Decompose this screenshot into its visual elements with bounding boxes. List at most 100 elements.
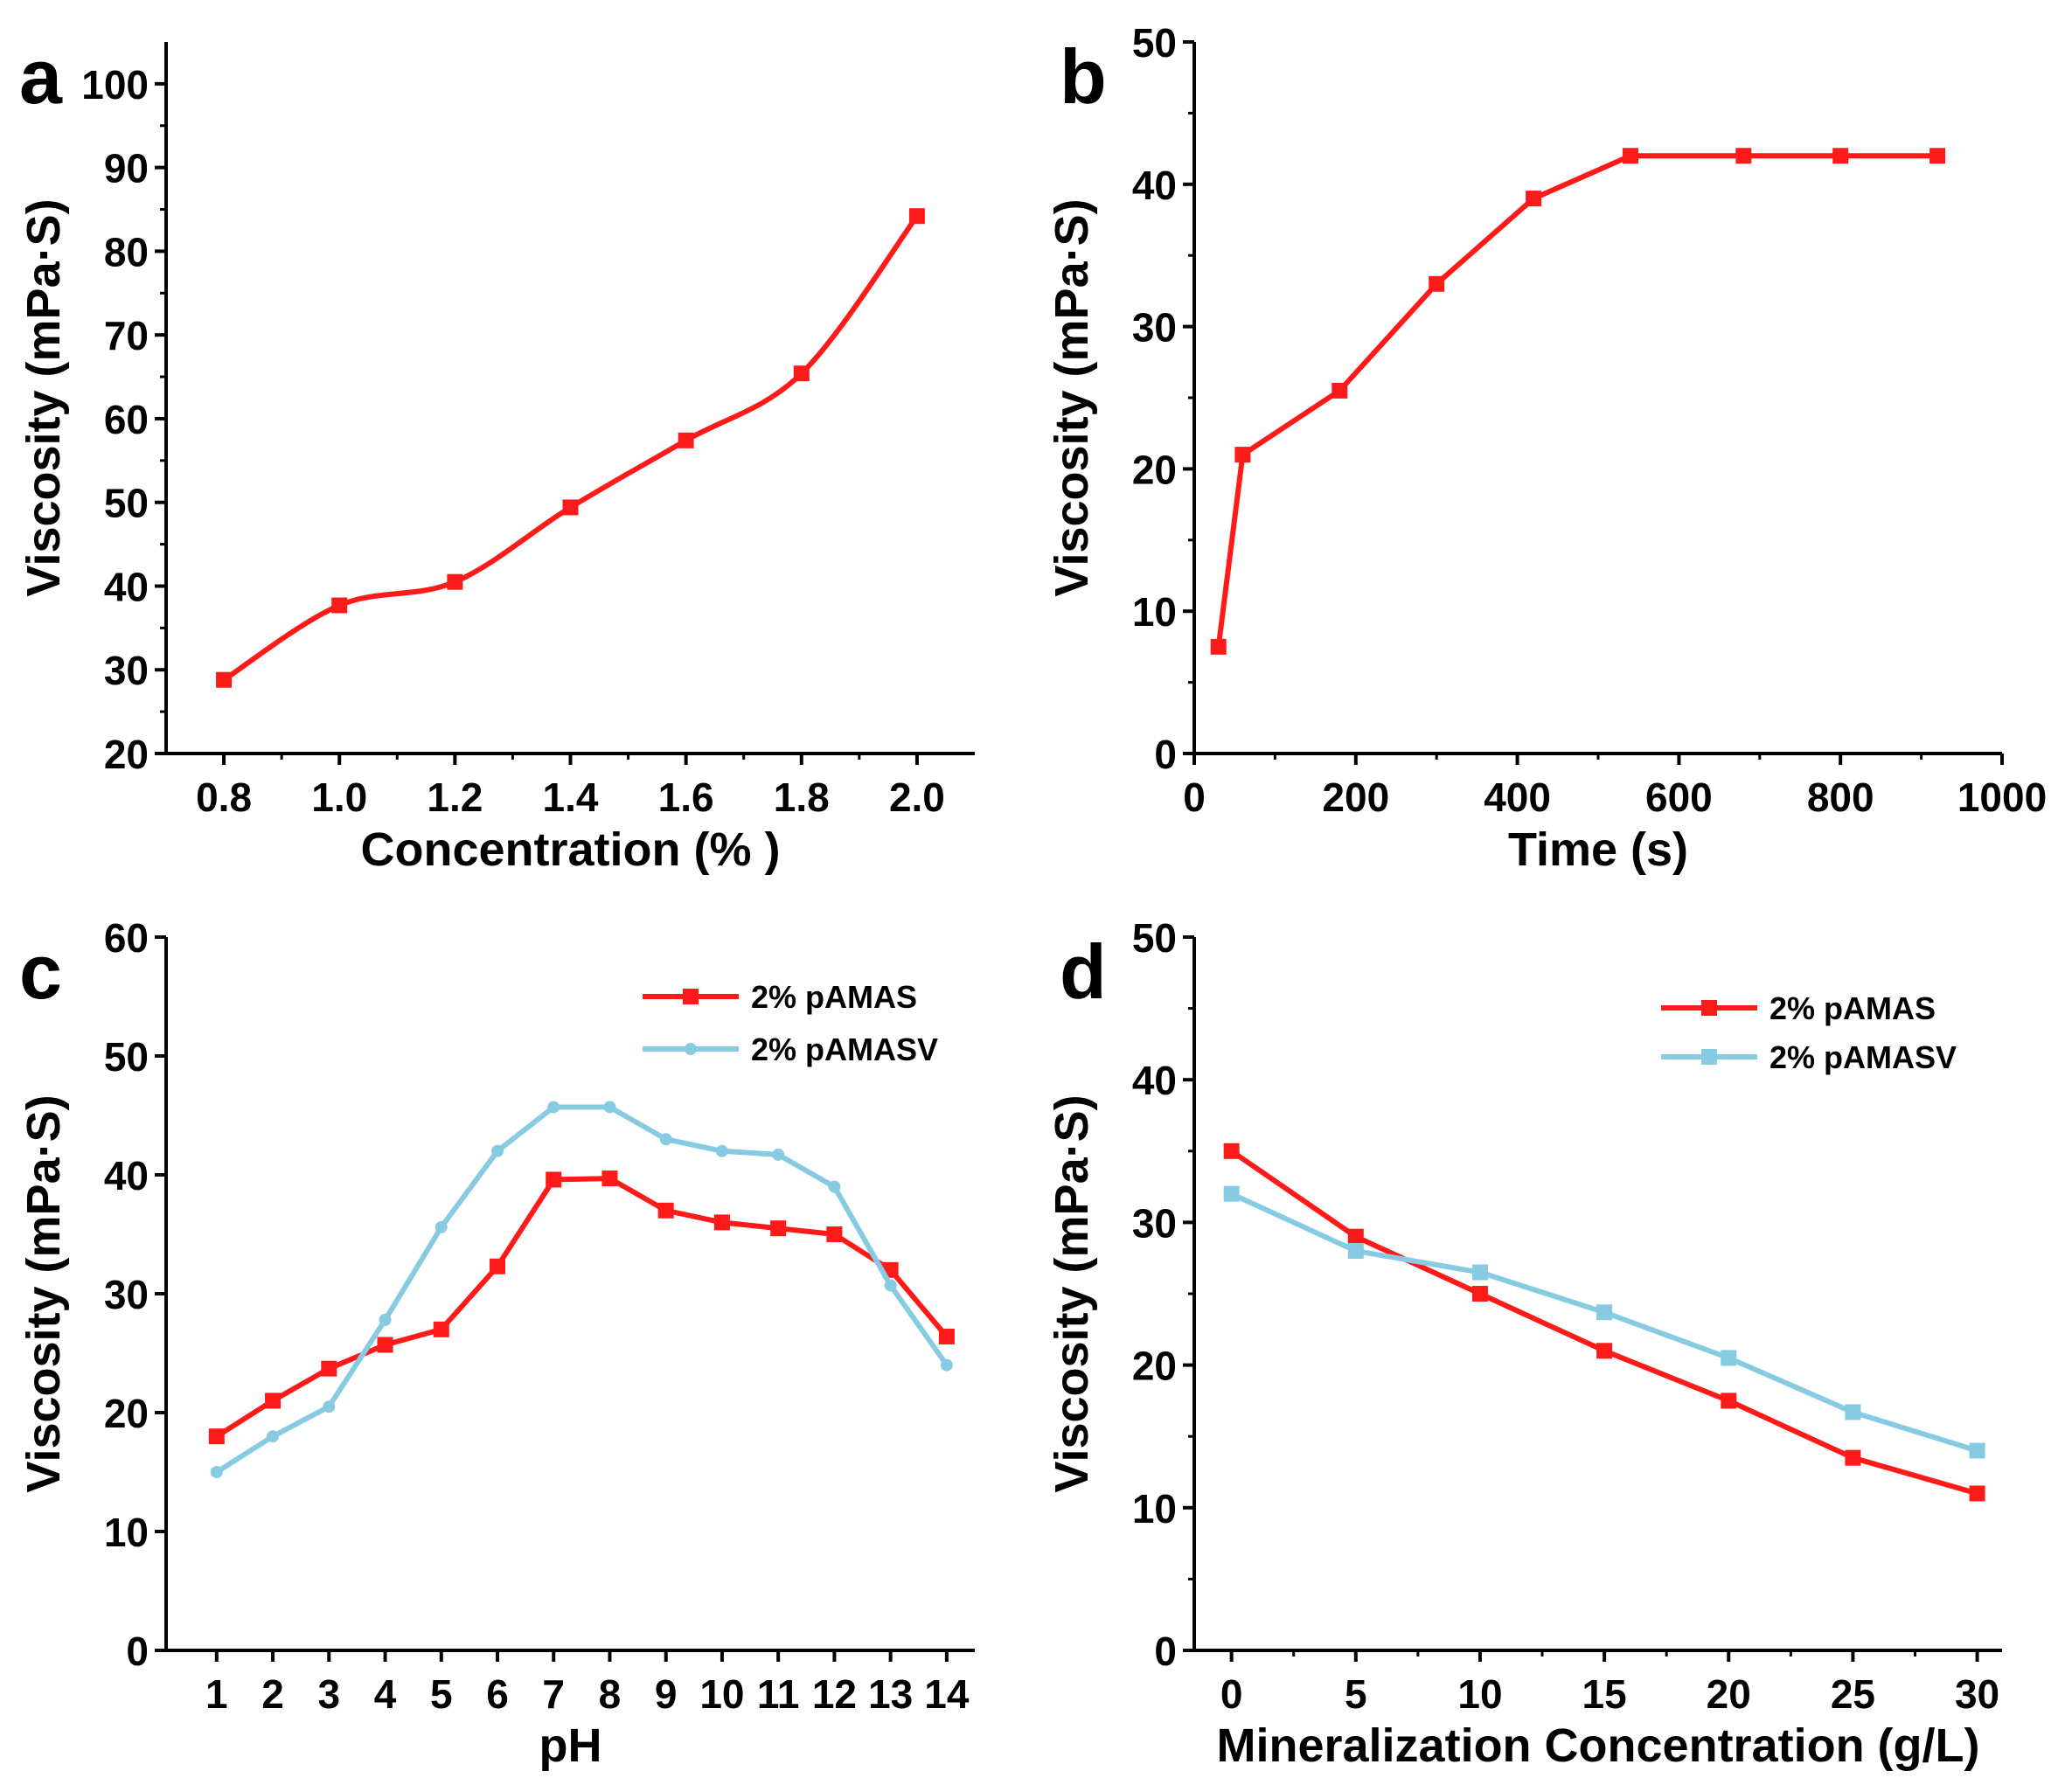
panel-c-series-2-line [215, 1104, 949, 1475]
panel-c-x-tick-label: 11 [757, 1671, 800, 1717]
panel-c-series-1-point [713, 1214, 730, 1231]
panel-d-series-1-point [1596, 1343, 1613, 1359]
panel-a-letter: a [19, 33, 63, 120]
panel-c-series-1-point [265, 1393, 282, 1409]
panel-c-series-1-point [433, 1321, 449, 1337]
panel-c-series-2-point [603, 1101, 616, 1114]
panel-b-x-tick-label: 0 [1183, 774, 1206, 820]
panel-b-x-tick-label: 600 [1645, 774, 1713, 820]
panel-c-legend-marker [683, 989, 699, 1004]
panel-b-letter: b [1060, 33, 1107, 120]
panel-b-series-1-point [1210, 638, 1227, 655]
panel-d-y-axis-title: Viscosity (mPa·S) [1046, 1094, 1098, 1492]
panel-c-y-tick-label: 0 [126, 1629, 149, 1674]
panel-c-legend-label: 2% pAMASV [751, 1031, 938, 1067]
panel-a-y-tick-label: 20 [104, 732, 149, 777]
panel-b: b 0 10 20 30 40 50 0 200 400 600 800 1000 Time (s) Vis… [1046, 20, 2047, 876]
panel-a-y-axis-title: Viscosity (mPa·S) [17, 198, 70, 596]
panel-c-series-1-point [601, 1170, 618, 1187]
panel-c-series-2-point [435, 1220, 448, 1233]
panel-c-series-1-point [826, 1226, 843, 1242]
panel-d-series-1-point [1845, 1449, 1861, 1466]
panel-b-y-tick-label: 50 [1132, 20, 1177, 66]
panel-c-x-tick-label: 4 [374, 1671, 397, 1717]
panel-d-x-tick-label: 30 [1955, 1671, 1999, 1717]
panel-c-y-tick-label: 60 [104, 915, 149, 961]
panel-c-series-1-line [215, 1176, 949, 1439]
panel-b-y-tick-label: 40 [1132, 163, 1177, 208]
panel-b-y-tick-label: 20 [1132, 447, 1177, 492]
panel-b-y-axis-title: Viscosity (mPa·S) [1046, 198, 1098, 596]
panel-c-series-2-point [210, 1466, 223, 1478]
panel-a-series-1-point [678, 432, 694, 448]
panel-c-series-1-point [208, 1428, 225, 1445]
panel-c-x-tick-label: 10 [699, 1671, 744, 1717]
panel-a-y-tick-label: 40 [104, 564, 149, 609]
panel-b-series-1-point [1622, 148, 1638, 164]
panel-d-series-1-point [1223, 1143, 1240, 1159]
panel-d-x-tick-label: 20 [1707, 1671, 1751, 1717]
panel-d-series-2-point [1969, 1442, 1985, 1459]
panel-c-series-2-point [267, 1430, 280, 1443]
panel-d-letter: d [1060, 928, 1107, 1015]
panel-c-x-tick-label: 9 [655, 1671, 678, 1717]
panel-a-series-1-point [562, 499, 579, 516]
panel-d-series-1-point [1347, 1228, 1364, 1245]
panel-c-x-tick-label: 5 [430, 1671, 453, 1717]
panel-d-y-tick-label: 20 [1132, 1344, 1177, 1389]
panel-a-x-tick-label: 2.0 [889, 774, 945, 820]
panel-c-y-tick-label: 50 [104, 1034, 149, 1080]
panel-b-series-1-point [1331, 382, 1348, 399]
panel-d-legend: 2% pAMAS 2% pAMASV [1661, 990, 1957, 1075]
panel-c-x-tick-label: 13 [868, 1671, 913, 1717]
panel-d-x-tick-label: 0 [1220, 1671, 1243, 1717]
panel-c-series-1-point [938, 1328, 955, 1344]
panel-c-y-axis-title: Viscosity (mPa·S) [17, 1094, 70, 1492]
panel-d-series-2-line [1230, 1191, 1978, 1454]
panel-c-x-tick-label: 8 [599, 1671, 622, 1717]
panel-c-x-tick-label: 6 [486, 1671, 509, 1717]
panel-a-x-tick-label: 1.2 [427, 774, 483, 820]
panel-a-x-tick-label: 1.0 [311, 774, 367, 820]
panel-d-y-tick-label: 30 [1132, 1200, 1177, 1246]
panel-c-series-1-point [489, 1258, 505, 1275]
panel-b-x-tick-label: 200 [1322, 774, 1389, 820]
panel-d-series-2-point [1347, 1243, 1364, 1260]
panel-b-x-axis-title: Time (s) [1508, 823, 1688, 876]
panel-d-series-2-point [1471, 1264, 1488, 1281]
panel-a-series-1-point [216, 671, 233, 688]
panel-c-series-2-point [884, 1279, 897, 1292]
panel-a-series-1-point [331, 597, 348, 614]
panel-c-x-tick-label: 3 [317, 1671, 340, 1717]
panel-b-series-1-line [1215, 153, 1938, 648]
panel-b-series-1-point [1929, 148, 1946, 164]
panel-d-series-2-point [1223, 1185, 1240, 1202]
panel-c-series-1-point [546, 1171, 562, 1188]
panel-b-x-tick-label: 800 [1807, 774, 1874, 820]
panel-d-series-1-line [1229, 1149, 1978, 1497]
panel-d-legend-marker [1701, 1049, 1717, 1065]
panel-c-series-1-point [377, 1337, 393, 1353]
panel-c-series-2-point [490, 1144, 504, 1157]
panel-a-series-1-point [908, 208, 925, 225]
panel-c-legend: 2% pAMAS 2% pAMASV [643, 979, 938, 1067]
panel-b-y-tick-label: 10 [1132, 589, 1177, 635]
panel-c-x-tick-label: 12 [812, 1671, 857, 1717]
panel-c-y-tick-label: 30 [104, 1272, 149, 1317]
panel-d-x-axis-title: Mineralization Concentration (g/L) [1217, 1719, 1980, 1772]
panel-a-series-1-point [793, 365, 810, 382]
panel-c-series-1-point [321, 1360, 337, 1377]
panel-d-series-1-point [1721, 1393, 1737, 1409]
panel-a-y-tick-label: 90 [104, 146, 149, 191]
panel-d-series-2-point [1845, 1404, 1861, 1420]
panel-b-x-tick-label: 1000 [1957, 774, 2047, 820]
panel-c-series-2-point [828, 1180, 841, 1193]
panel-b-series-1-point [1429, 275, 1445, 292]
panel-c-series-2-point [715, 1144, 728, 1157]
panel-d-legend-label: 2% pAMASV [1770, 1039, 1957, 1075]
panel-c-y-tick-label: 20 [104, 1391, 149, 1436]
panel-c-series-2-point [379, 1313, 392, 1326]
